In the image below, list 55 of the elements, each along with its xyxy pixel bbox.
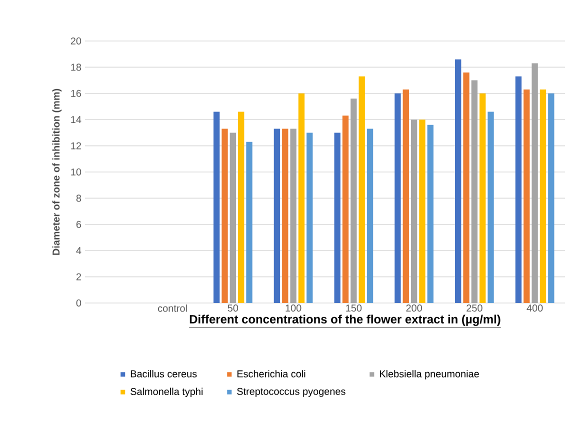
bar [230,132,236,303]
x-tick-label: 400 [526,304,543,312]
bar [515,76,522,303]
bar [419,120,426,303]
x-tick-label: control [158,304,187,312]
y-tick-label: 6 [76,220,82,228]
bar [410,120,418,303]
y-tick-label: 10 [71,168,82,176]
y-tick-label: 20 [70,37,82,45]
bar [524,89,530,303]
legend-label: Klebsiella pneumoniae [380,370,479,380]
bar [282,128,288,303]
y-tick-label: 18 [71,64,82,71]
x-tick-label: 250 [466,304,482,312]
x-axis-title: Different concentrations of the flower extract in (µg/ml) [190,314,500,326]
bar [222,128,228,303]
legend-label: Escherichia coli [237,370,306,378]
y-tick-label: 0 [76,299,82,307]
x-tick-label: 200 [406,304,422,312]
x-tick-label: 100 [286,304,302,312]
y-tick-label: 12 [71,142,81,150]
x-tick-label: 150 [346,304,362,312]
y-tick-label: 2 [76,273,81,280]
y-axis-title: Diameter of zone of inhibition (mm) [52,88,62,255]
legend-label: Salmonella typhi [130,388,203,398]
bar [532,63,538,303]
bar [358,76,365,303]
bar [298,93,305,303]
x-tick-label: 50 [228,304,238,312]
bar [366,128,374,303]
bar [540,89,546,303]
y-tick-label: 16 [71,90,82,97]
bar [350,98,357,303]
bar [306,132,313,303]
legend-label: Streptococcus pyogenes [237,388,346,397]
bar [334,132,340,303]
bar [394,93,401,303]
y-tick-label: 8 [76,194,82,202]
bar [471,80,478,303]
bar [342,116,349,303]
y-tick-label: 14 [71,116,82,124]
bar [480,93,486,303]
bar [290,128,296,303]
bar [246,142,252,303]
bar [274,128,280,303]
bar [455,59,462,303]
bar [402,89,409,303]
y-tick-label: 4 [76,247,82,254]
bar [463,72,470,303]
bar [548,93,554,303]
bar [427,124,434,303]
bar [238,112,244,303]
legend-label: Bacillus cereus [130,370,197,378]
bar [488,112,494,303]
bar [213,112,220,303]
